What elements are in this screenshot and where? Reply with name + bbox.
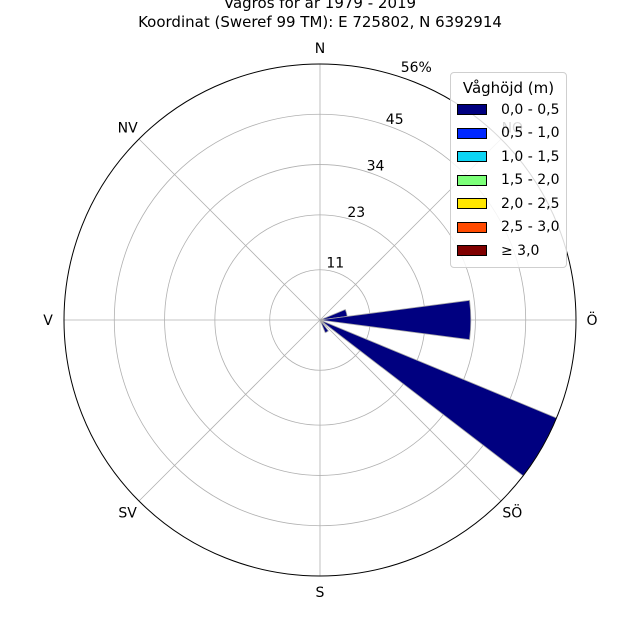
- legend-swatch: [457, 127, 487, 139]
- legend-item: 0,5 - 1,0: [457, 122, 566, 146]
- direction-label-4: S: [316, 585, 325, 601]
- radial-tick-label-1: 23: [347, 205, 365, 221]
- legend-title: Våghöjd (m): [462, 79, 555, 97]
- direction-label-0: N: [315, 41, 325, 57]
- direction-label-3: SÖ: [502, 503, 522, 521]
- legend: Våghöjd (m) 0,0 - 0,5 0,5 - 1,0 1,0 - 1,5 1…: [450, 72, 567, 268]
- direction-label-5: SV: [118, 505, 137, 521]
- chart-subtitle: Koordinat (Sweref 99 TM): E 725802, N 63…: [138, 13, 502, 31]
- legend-label: 2,5 - 3,0: [501, 219, 560, 236]
- direction-label-6: V: [43, 313, 53, 329]
- legend-label: ≥ 3,0: [501, 242, 540, 259]
- legend-item: ≥ 3,0: [457, 239, 566, 263]
- legend-label: 2,0 - 2,5: [501, 195, 560, 212]
- legend-item: 2,5 - 3,0: [457, 216, 566, 240]
- direction-label-7: NV: [118, 121, 138, 137]
- radial-tick-label-2: 34: [367, 158, 385, 174]
- legend-swatch: [457, 245, 487, 257]
- rose-wedge-1: [319, 299, 472, 341]
- radial-tick-label-0: 11: [326, 256, 344, 272]
- direction-label-2: Ö: [586, 311, 597, 329]
- grid-spoke-7: [138, 138, 321, 321]
- legend-item: 2,0 - 2,5: [457, 192, 566, 216]
- legend-swatch: [457, 151, 487, 163]
- legend-swatch: [457, 104, 487, 116]
- legend-label: 1,5 - 2,0: [501, 172, 560, 189]
- rose-wedge-2: [319, 319, 558, 477]
- radial-tick-label-3: 45: [386, 112, 404, 128]
- grid-spoke-3: [319, 319, 502, 502]
- chart-title: Vågros för år 1979 - 2019: [223, 0, 417, 12]
- polar-frame: [63, 63, 577, 577]
- legend-swatch: [457, 221, 487, 233]
- legend-swatch: [457, 174, 487, 186]
- legend-swatch: [457, 198, 487, 210]
- legend-item: 1,0 - 1,5: [457, 145, 566, 169]
- legend-label: 0,0 - 0,5: [501, 101, 560, 118]
- legend-item: 0,0 - 0,5: [457, 98, 566, 122]
- legend-items: 0,0 - 0,5 0,5 - 1,0 1,0 - 1,5 1,5 - 2,0 2,0 …: [457, 98, 566, 263]
- legend-item: 1,5 - 2,0: [457, 169, 566, 193]
- grid-spoke-5: [138, 319, 321, 502]
- radial-tick-label-4: 56%: [401, 60, 432, 76]
- legend-label: 0,5 - 1,0: [501, 125, 560, 142]
- legend-label: 1,0 - 1,5: [501, 148, 560, 165]
- title-block: Vågros för år 1979 - 2019 Koordinat (Swe…: [0, 0, 640, 32]
- rose-wedge-3: [319, 319, 329, 334]
